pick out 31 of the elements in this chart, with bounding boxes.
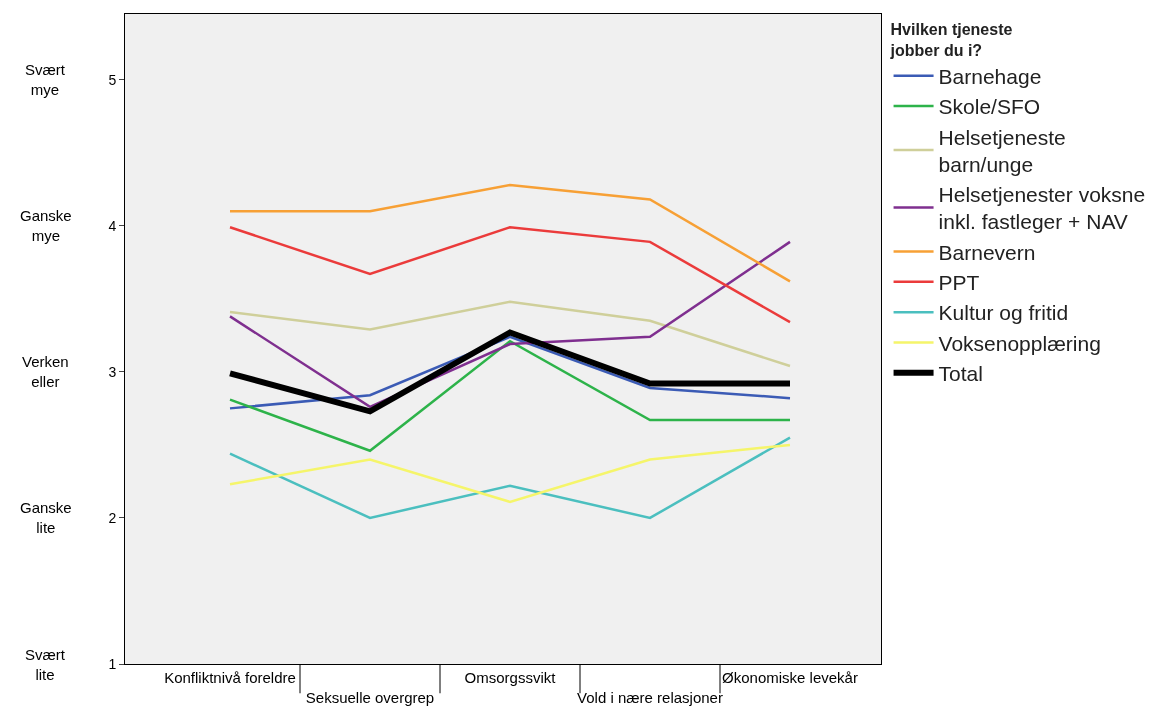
legend-label: Helsetjenester voksne inkl. fastleger + NAV [938,183,1146,234]
text: Verken eller [22,353,69,390]
y-tick-label: 3 [108,363,117,380]
text: Svært lite [25,646,66,683]
line-series [228,300,792,368]
legend-label: Barnehage [938,64,1042,88]
legend-label: Kultur og fritid [938,301,1069,325]
legend-label: Skole/SFO [938,95,1041,119]
x-tick-label: Økonomiske levekår [722,669,858,686]
line-series [228,339,792,452]
legend-label: Voksenopplæring [938,331,1101,355]
legend-label: Barnevern [938,240,1036,264]
line-series [228,183,792,283]
line-series [228,443,792,504]
x-tick-label: Vold i nære relasjoner [577,688,723,706]
x-tick-label: Seksuelle overgrep [305,688,435,706]
text: Ganske lite [20,499,72,536]
legend-label: PPT [938,271,980,295]
legend-label: Helsetjeneste barn/unge [938,125,1066,176]
y-tick-label: 5 [108,71,117,88]
legend-title: Hvilken tjeneste jobber du i? [889,20,1013,59]
x-tick-label: Omsorgssvikt [464,669,557,686]
y-tick-label: 1 [108,655,117,672]
text: Svært mye [25,61,66,98]
text: Ganske mye [20,207,72,244]
line-series [228,226,792,324]
x-tick-label: Konfliktnivå foreldre [164,669,296,686]
y-tick-label: 2 [108,509,117,526]
line-series [228,436,792,520]
legend-label: Total [938,361,983,385]
y-tick-label: 4 [108,217,117,234]
